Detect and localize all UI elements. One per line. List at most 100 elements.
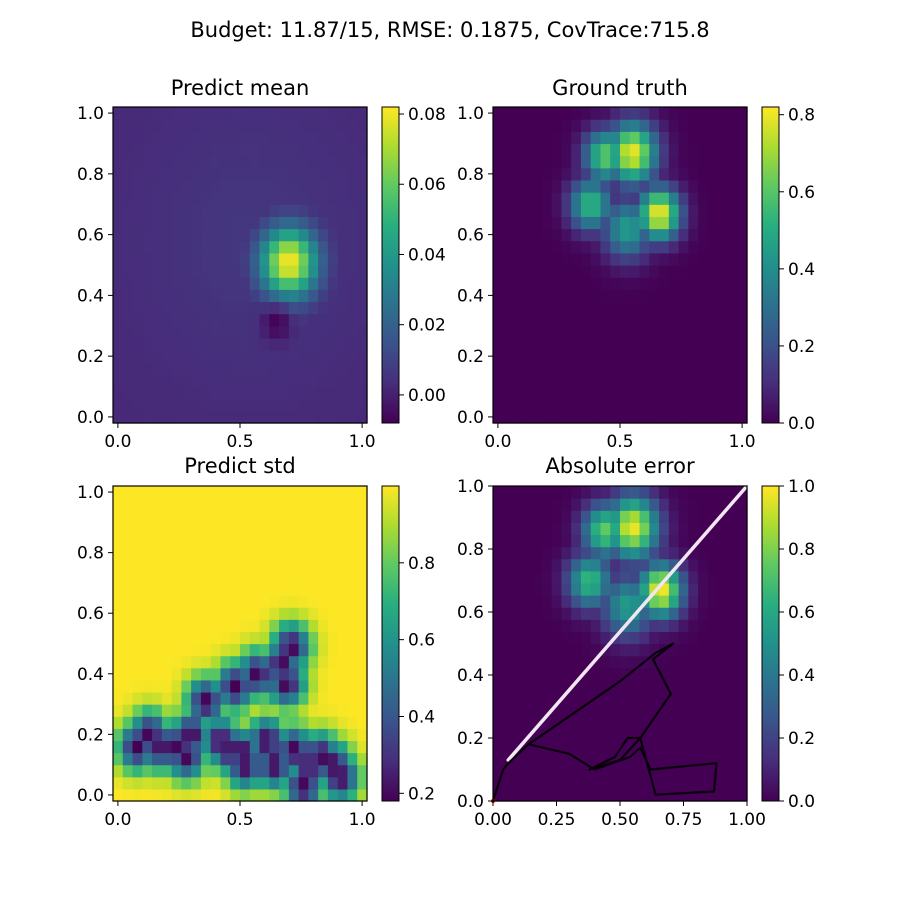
heatmap-cell [610,289,621,303]
heatmap-cell [249,788,261,802]
heatmap-cell [269,486,280,499]
heatmap-cell [279,764,290,778]
heatmap-cell [279,558,290,572]
heatmap-cell [347,386,358,400]
heatmap-cell [318,192,329,205]
heatmap-cell [707,325,719,339]
heatmap-cell [240,216,251,230]
heatmap-cell [590,107,602,120]
heatmap-cell [259,619,270,632]
heatmap-cell [200,398,212,412]
heatmap-cell [629,546,641,560]
heatmap-cell [269,498,280,511]
heatmap-cell [727,643,738,657]
heatmap-cell [639,216,650,230]
heatmap-cell [191,522,202,536]
heatmap-cell [298,728,309,742]
heatmap-cell [122,570,134,584]
x-tick-label: 1.0 [349,432,376,452]
heatmap-cell [737,691,748,705]
heatmap-cell [288,619,300,632]
heatmap-cell [259,301,270,315]
heatmap-cell [132,752,143,766]
heatmap-cell [152,558,163,572]
heatmap-cell [259,228,270,242]
heatmap-cell [629,204,641,217]
heatmap-cell [522,728,533,742]
heatmap-cell [191,216,202,230]
heatmap-cell [532,410,543,424]
heatmap-cell [152,595,163,608]
heatmap-cell [688,546,699,560]
heatmap-cell [688,240,699,254]
heatmap-cell [122,764,134,778]
heatmap-cell [337,486,349,499]
heatmap-cell [132,192,143,205]
heatmap-cell [737,534,748,548]
heatmap-cell [132,252,143,266]
heatmap-cell [629,764,641,778]
heatmap-cell [707,143,719,157]
heatmap-cell [113,570,124,584]
heatmap-cell [512,643,523,657]
colorbar-tick-label: 0.0 [788,414,815,434]
heatmap-cell [737,655,748,669]
heatmap-cell [610,301,621,315]
heatmap-cell [308,570,319,584]
heatmap-cell [113,143,124,157]
heatmap-cell [620,179,631,193]
heatmap-cell [357,143,368,157]
y-tick-label: 0.2 [457,347,484,367]
heatmap-cell [668,325,680,339]
heatmap-cell [571,764,582,778]
heatmap-cell [308,619,319,632]
heatmap-cell [249,374,261,388]
heatmap-cell [210,374,222,388]
colorbar-tick-label: 0.06 [408,175,446,195]
y-tick-label: 0.2 [457,729,484,749]
heatmap-cell [668,486,680,499]
heatmap-cell [230,216,241,230]
heatmap-cell [259,325,270,339]
heatmap-cell [259,179,270,193]
heatmap-cell [698,350,709,363]
heatmap-cell [600,386,611,400]
heatmap-cell [639,558,650,572]
colorbar-ticks: 0.00.20.40.60.81.0 [779,477,815,812]
heatmap-cell [327,228,339,242]
heatmap-cell [249,350,261,363]
heatmap-cell [308,691,319,705]
heatmap-cell [200,582,212,596]
heatmap-cell [512,546,523,560]
heatmap-cell [122,522,134,536]
heatmap-cell [279,643,290,657]
heatmap-cell [249,522,261,536]
x-tick-label: 0.25 [538,810,576,830]
heatmap-cell [132,179,143,193]
heatmap-cell [249,252,261,266]
heatmap-cell [249,192,261,205]
heatmap-cell [298,498,309,511]
heatmap-cell [327,716,339,729]
heatmap-cell [171,582,182,596]
heatmap-cell [259,374,270,388]
heatmap-cell [200,486,212,499]
heatmap-cell [551,498,562,511]
heatmap-cell [590,374,602,388]
heatmap-cell [113,410,124,424]
heatmap-cell [288,679,300,693]
heatmap-cell [327,667,339,681]
heatmap-cell [571,582,582,596]
heatmap-cell [347,582,358,596]
heatmap-cell [191,228,202,242]
heatmap-cell [610,534,621,548]
heatmap-cell [580,192,592,205]
heatmap-cell [727,510,738,523]
heatmap-cell [357,776,368,790]
heatmap-cell [659,119,670,132]
heatmap-cell [522,752,533,766]
heatmap-cell [210,716,222,729]
heatmap-cell [571,216,582,230]
heatmap-cell [600,192,611,205]
heatmap-cell [727,704,738,717]
